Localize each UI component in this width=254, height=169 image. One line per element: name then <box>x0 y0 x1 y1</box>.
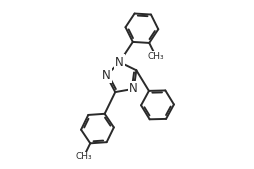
Text: CH₃: CH₃ <box>147 52 164 61</box>
Text: CH₃: CH₃ <box>75 152 92 161</box>
Text: N: N <box>102 69 110 82</box>
Text: N: N <box>115 56 123 69</box>
Text: N: N <box>129 82 138 95</box>
